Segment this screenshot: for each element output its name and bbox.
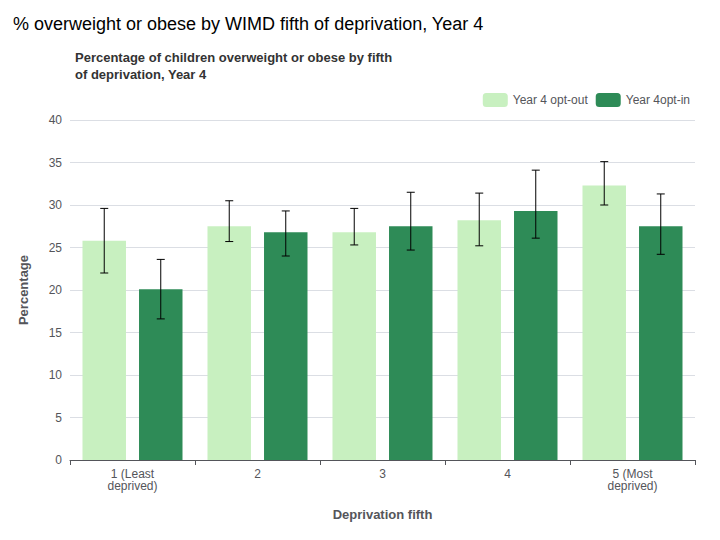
svg-text:10: 10 [49, 368, 63, 382]
svg-text:30: 30 [49, 198, 63, 212]
svg-text:Percentage of children overwei: Percentage of children overweight or obe… [75, 50, 392, 65]
svg-text:40: 40 [49, 113, 63, 127]
svg-text:2: 2 [254, 467, 261, 481]
svg-text:4: 4 [504, 467, 511, 481]
svg-text:3: 3 [379, 467, 386, 481]
svg-text:1 (Least: 1 (Least [110, 467, 155, 481]
svg-text:25: 25 [49, 241, 63, 255]
svg-text:5: 5 [55, 411, 62, 425]
svg-text:0: 0 [55, 453, 62, 467]
svg-text:deprived): deprived) [607, 479, 657, 493]
svg-text:Percentage: Percentage [16, 255, 31, 325]
svg-text:deprived): deprived) [107, 479, 157, 493]
svg-text:of deprivation, Year 4: of deprivation, Year 4 [75, 67, 207, 82]
svg-text:Deprivation fifth: Deprivation fifth [333, 507, 433, 522]
svg-text:Year 4opt-in: Year 4opt-in [626, 93, 690, 107]
svg-text:35: 35 [49, 156, 63, 170]
svg-text:5 (Most: 5 (Most [612, 467, 653, 481]
svg-text:% overweight or obese by WIMD: % overweight or obese by WIMD fifth of d… [13, 14, 483, 34]
svg-text:15: 15 [49, 326, 63, 340]
svg-text:Year 4 opt-out: Year 4 opt-out [513, 93, 589, 107]
svg-text:20: 20 [49, 283, 63, 297]
